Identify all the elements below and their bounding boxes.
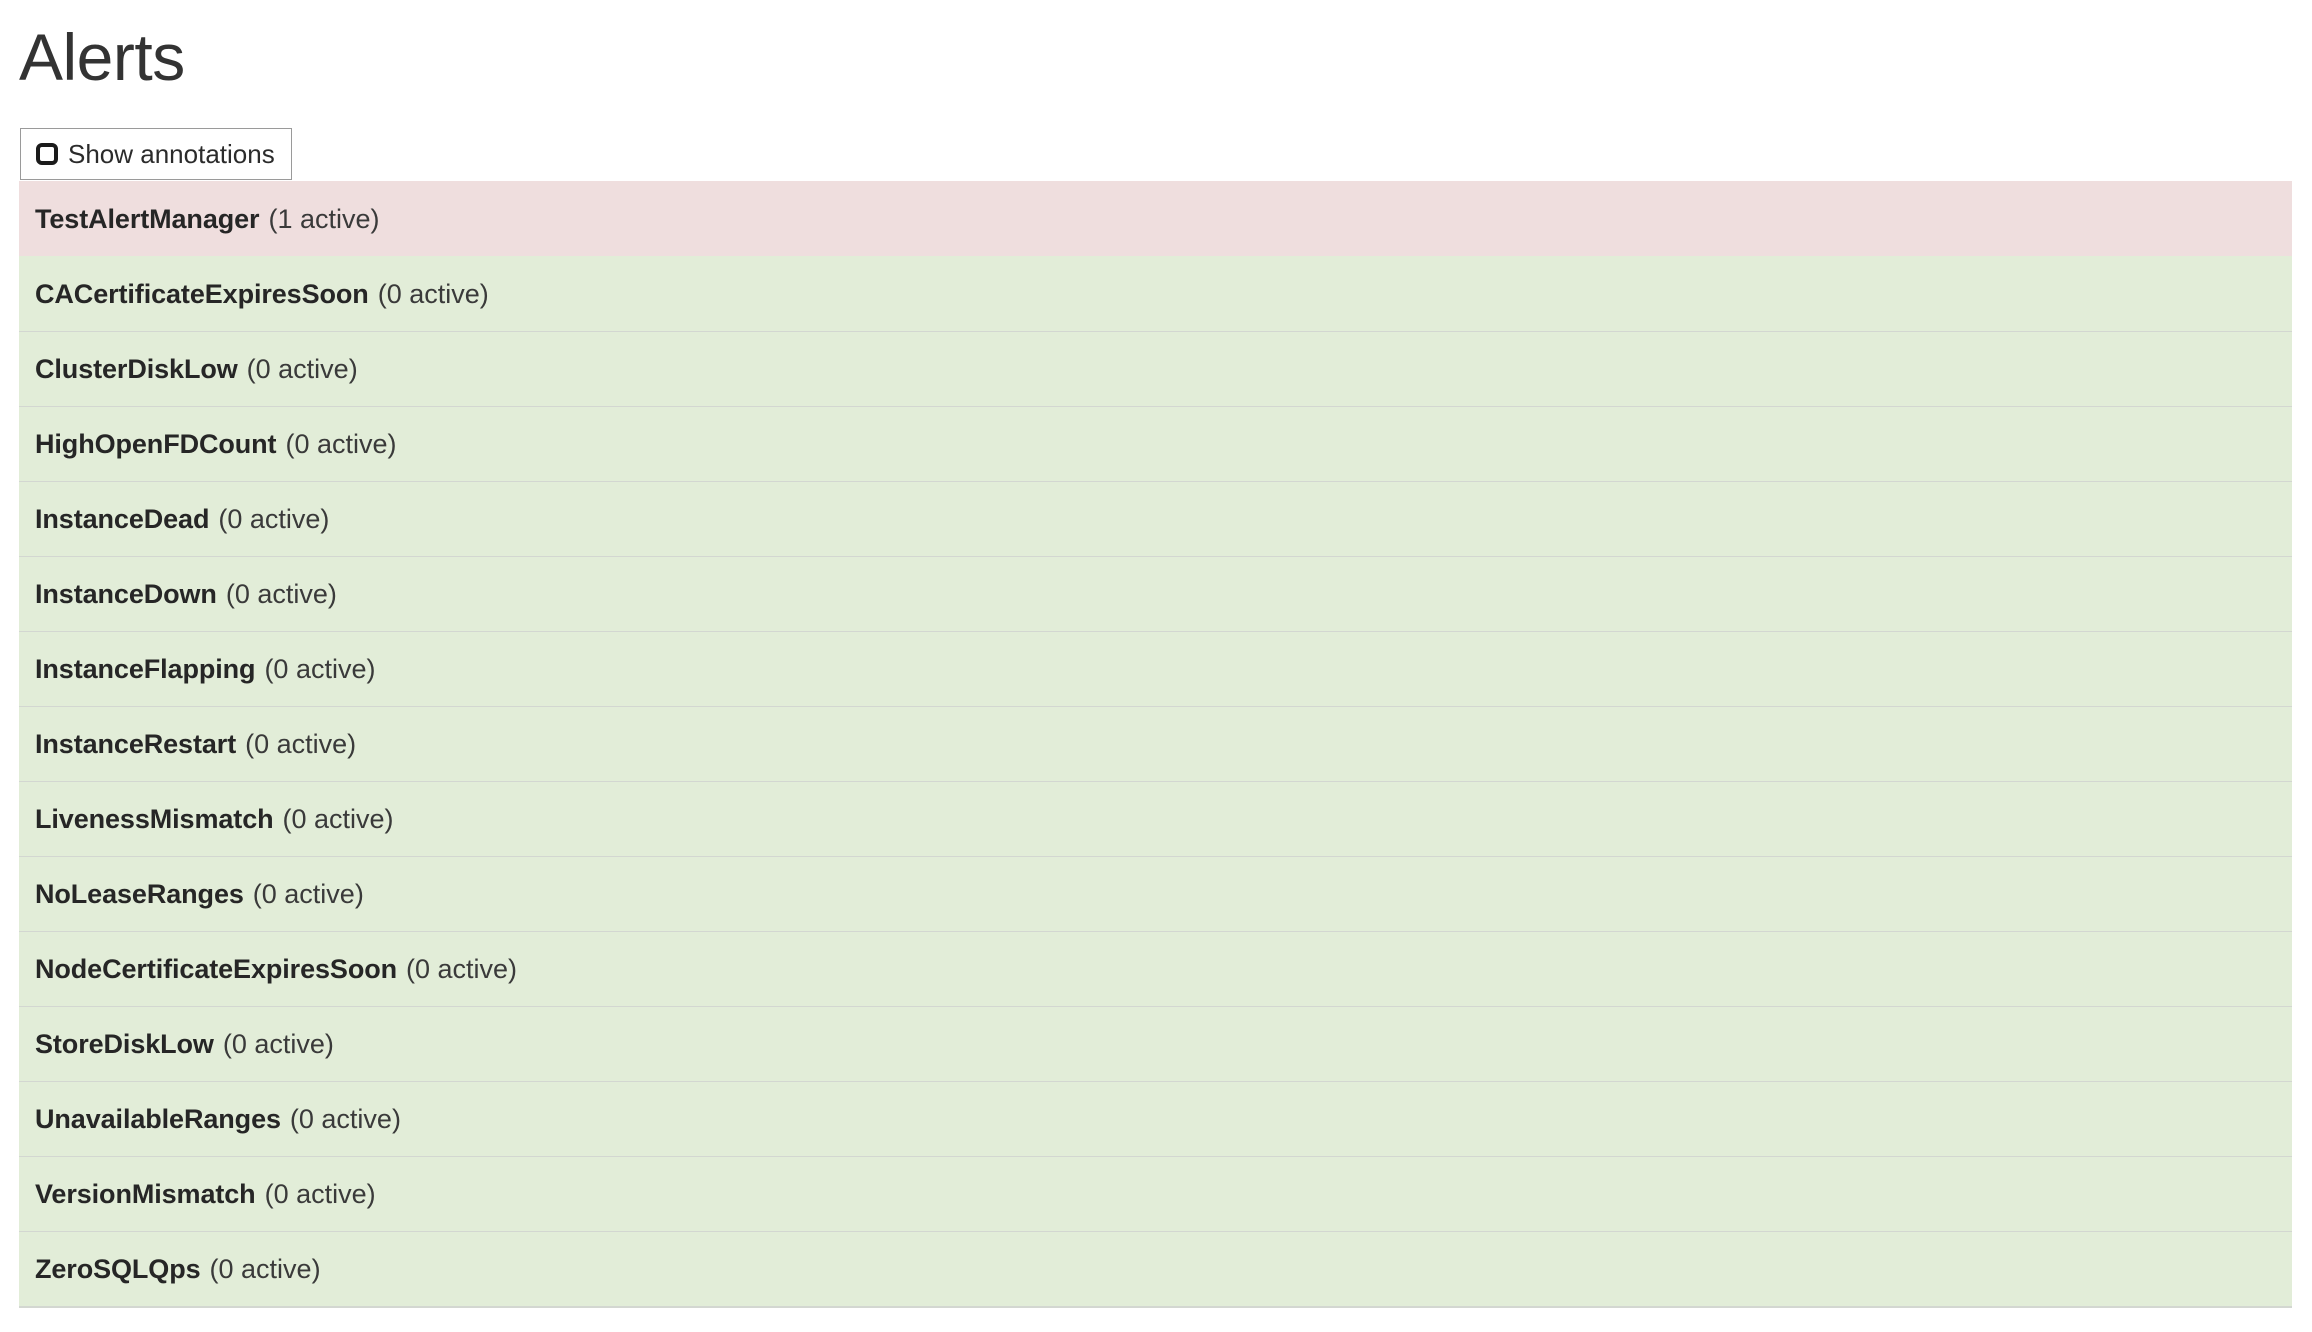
alert-active-count: (0 active): [222, 1029, 334, 1059]
alert-active-count: (0 active): [377, 278, 489, 309]
alert-row[interactable]: UnavailableRanges (0 active): [19, 1081, 2292, 1156]
alert-name: StoreDiskLow: [35, 1029, 214, 1059]
alert-name: HighOpenFDCount: [35, 429, 277, 459]
alert-row[interactable]: InstanceFlapping (0 active): [19, 631, 2292, 706]
alert-row[interactable]: LivenessMismatch (0 active): [19, 781, 2292, 856]
alert-active-count: (0 active): [209, 1254, 321, 1284]
alert-row[interactable]: InstanceDead (0 active): [19, 481, 2292, 556]
page-title: Alerts: [19, 20, 185, 94]
alert-active-count: (0 active): [289, 1104, 401, 1134]
alert-name: InstanceDown: [35, 579, 217, 609]
alert-active-count: (0 active): [264, 654, 376, 684]
alert-row[interactable]: StoreDiskLow (0 active): [19, 1006, 2292, 1081]
alert-name: CACertificateExpiresSoon: [35, 278, 369, 309]
alert-name: InstanceRestart: [35, 729, 237, 759]
alert-name: NoLeaseRanges: [35, 879, 244, 909]
alert-row[interactable]: InstanceRestart (0 active): [19, 706, 2292, 781]
alert-active-count: (0 active): [282, 804, 394, 834]
alert-row[interactable]: VersionMismatch (0 active): [19, 1156, 2292, 1231]
alert-active-count: (1 active): [268, 203, 380, 234]
checkbox-unchecked-icon: [36, 143, 58, 165]
alert-name: ClusterDiskLow: [35, 354, 238, 384]
alert-name: ZeroSQLQps: [35, 1254, 201, 1284]
alert-active-count: (0 active): [225, 579, 337, 609]
alert-row[interactable]: ZeroSQLQps (0 active): [19, 1231, 2292, 1306]
alert-active-count: (0 active): [246, 354, 358, 384]
alert-name: InstanceFlapping: [35, 654, 256, 684]
alert-active-count: (0 active): [218, 504, 330, 534]
alert-row[interactable]: ClusterDiskLow (0 active): [19, 331, 2292, 406]
alert-row[interactable]: CACertificateExpiresSoon (0 active): [19, 256, 2292, 331]
alert-row[interactable]: NodeCertificateExpiresSoon (0 active): [19, 931, 2292, 1006]
alert-name: LivenessMismatch: [35, 804, 274, 834]
alert-active-count: (0 active): [245, 729, 357, 759]
alert-row[interactable]: InstanceDown (0 active): [19, 556, 2292, 631]
alert-name: TestAlertManager: [35, 203, 260, 234]
alert-row[interactable]: HighOpenFDCount (0 active): [19, 406, 2292, 481]
alert-name: InstanceDead: [35, 504, 210, 534]
alert-active-count: (0 active): [264, 1179, 376, 1209]
alert-row[interactable]: NoLeaseRanges (0 active): [19, 856, 2292, 931]
alert-name: VersionMismatch: [35, 1179, 256, 1209]
alerts-list: TestAlertManager (1 active) CACertificateE…: [19, 181, 2292, 1308]
alert-active-count: (0 active): [285, 429, 397, 459]
alert-name: NodeCertificateExpiresSoon: [35, 954, 397, 984]
show-annotations-button[interactable]: Show annotations: [20, 128, 292, 180]
show-annotations-label: Show annotations: [68, 139, 275, 169]
alert-row[interactable]: TestAlertManager (1 active): [19, 181, 2292, 256]
alert-name: UnavailableRanges: [35, 1104, 281, 1134]
alert-active-count: (0 active): [252, 879, 364, 909]
alert-active-count: (0 active): [406, 954, 518, 984]
